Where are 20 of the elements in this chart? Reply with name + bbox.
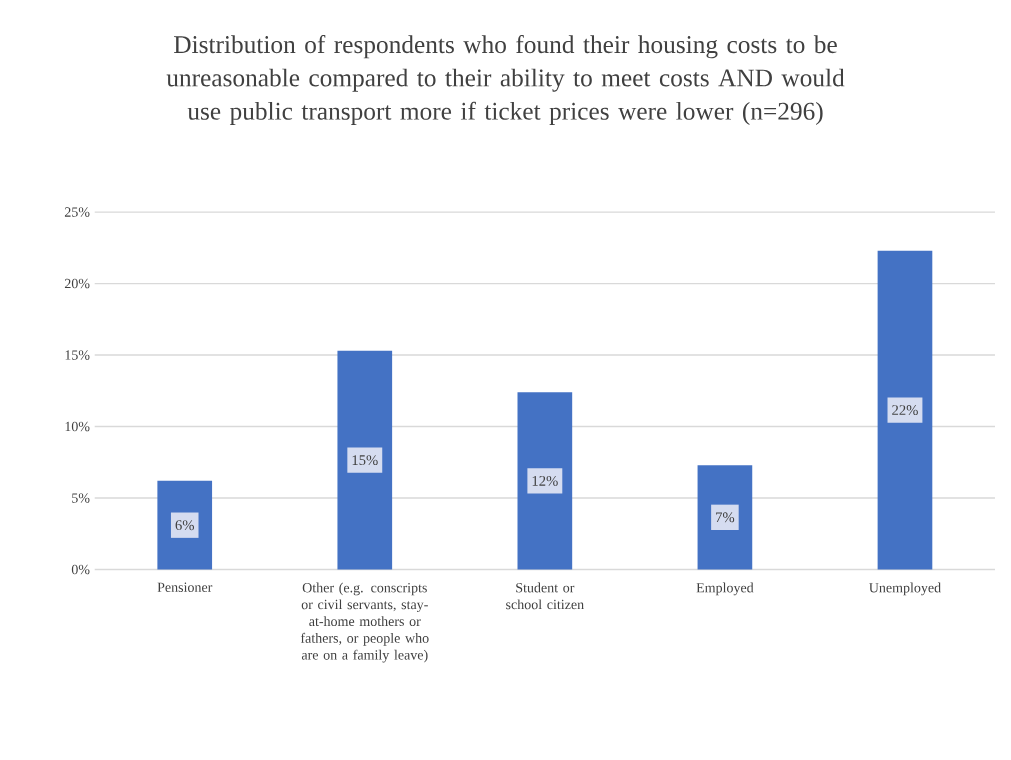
- y-tick-label: 20%: [64, 278, 90, 289]
- y-tick-label: 10%: [65, 421, 90, 432]
- x-tick-label: Employed: [696, 582, 754, 596]
- y-tick-label: 15%: [65, 350, 90, 360]
- y-tick-label: 5%: [72, 493, 90, 503]
- data-label: 22%: [892, 405, 918, 415]
- data-label: 12%: [532, 475, 558, 486]
- x-tick-label: Pensioner: [157, 582, 213, 592]
- x-tick-label: Other (e.g. conscripts or civil servants, stay-at-home mothers or fathers, or people who are on a family leave): [300, 582, 429, 663]
- bar: [517, 392, 573, 570]
- bar: [877, 250, 933, 570]
- data-label: 6%: [175, 520, 194, 531]
- y-tick-label: 25%: [64, 207, 90, 217]
- bar: [337, 350, 393, 570]
- y-tick-label: 0%: [71, 564, 90, 575]
- x-tick-label: Student or school citizen: [506, 582, 584, 610]
- x-tick-label: Unemployed: [869, 582, 941, 596]
- data-label: 15%: [352, 455, 378, 465]
- data-label: 7%: [716, 512, 735, 523]
- chart-title: Distribution of respondents who found their housing costs to be unreasonable compared to their ability to meet costs AND would use public transport more if ticket prices were lower (n=296): [166, 34, 845, 125]
